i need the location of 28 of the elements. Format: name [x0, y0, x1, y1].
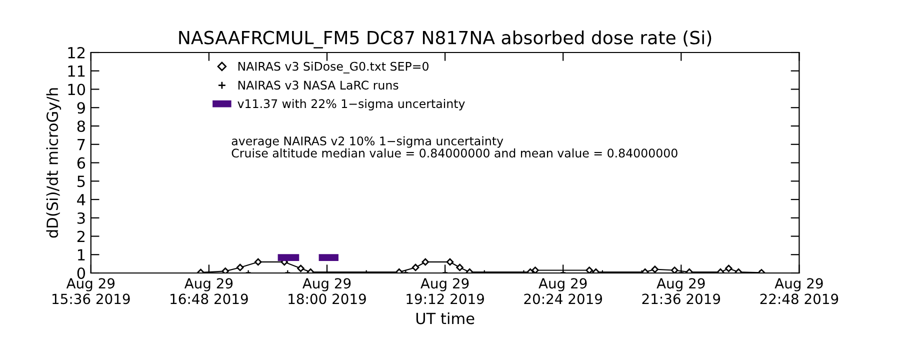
x-axis-title: UT time — [416, 312, 474, 324]
legend-label: NAIRAS v3 SiDose_G0.txt SEP=0 — [238, 62, 428, 74]
x-tick-label: Aug 29 19:12 2019 — [406, 278, 484, 304]
y-axis-title: dD(Si)/dt microGy/h — [46, 88, 62, 238]
y-tick-label: 6 — [77, 157, 86, 169]
y-tick-label: 10 — [68, 84, 86, 96]
y-tick-label: 7 — [78, 139, 85, 150]
x-tick-label: Aug 29 21:36 2019 — [642, 278, 720, 304]
annotation: average NAIRAS v2 10% 1−sigma uncertainty — [232, 136, 504, 148]
y-tick-label: 11 — [68, 66, 85, 77]
x-tick-label: Aug 29 16:48 2019 — [170, 278, 248, 304]
y-tick-label: 9 — [77, 102, 85, 114]
y-tick-label: 3 — [77, 212, 85, 224]
annotation: Cruise altitude median value = 0.84000000 and mean value = 0.84000000 — [232, 148, 678, 158]
legend-label: v11.37 with 22% 1−sigma uncertainty — [238, 98, 465, 110]
y-tick-label: 1 — [78, 249, 85, 260]
y-tick-label: 8 — [77, 120, 85, 132]
y-tick-label: 12 — [68, 46, 85, 58]
chart-title: NASAAFRCMUL_FM5 DC87 N817NA absorbed dose rate (Si) — [179, 30, 712, 48]
y-tick-label: 2 — [77, 230, 85, 242]
x-tick-label: Aug 29 22:48 2019 — [760, 278, 838, 304]
y-tick-label: 5 — [78, 176, 85, 188]
y-tick-label: 0 — [77, 267, 86, 280]
legend-label: NAIRAS v3 NASA LaRC runs — [238, 80, 398, 90]
y-tick-label: 4 — [77, 194, 86, 206]
x-tick-label: Aug 29 15:36 2019 — [52, 278, 130, 304]
x-tick-label: Aug 29 18:00 2019 — [288, 278, 366, 304]
x-tick-label: Aug 29 20:24 2019 — [524, 278, 602, 304]
